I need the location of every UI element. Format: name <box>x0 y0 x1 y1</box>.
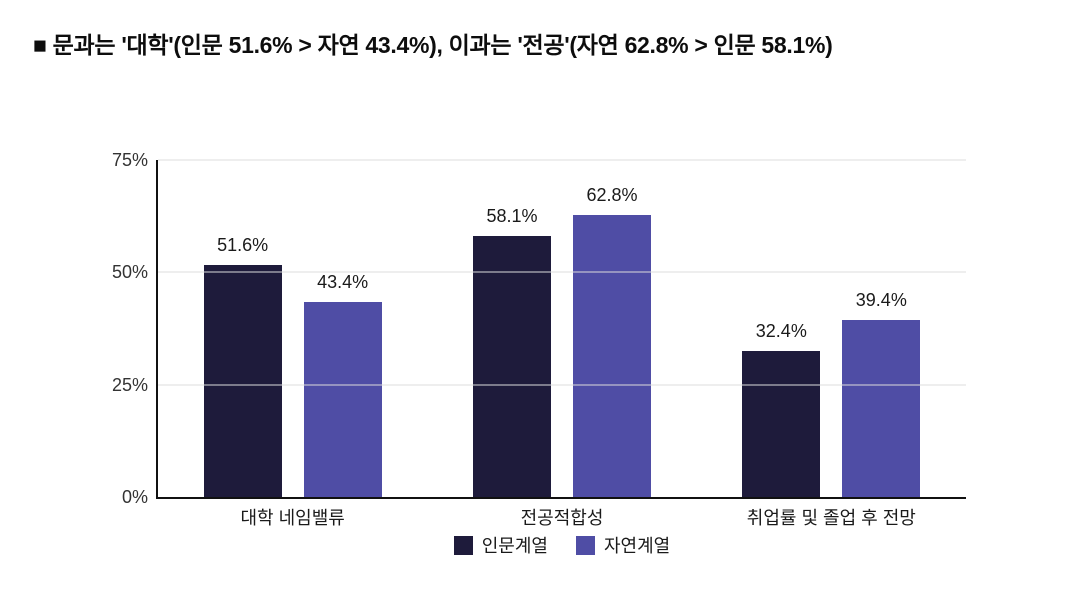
bar-value-label: 58.1% <box>486 205 538 226</box>
bar-series-2: 39.4% <box>842 290 921 497</box>
bar-series-1: 51.6% <box>203 235 282 497</box>
bar-group: 58.1% 62.8% <box>427 160 696 497</box>
x-axis-labels: 대학 네임밸류 전공적합성 취업률 및 졸업 후 전망 <box>158 504 966 530</box>
bar-value-label: 32.4% <box>755 321 807 342</box>
page-title: ■ 문과는 '대학'(인문 51.6% > 자연 43.4%), 이과는 '전공… <box>33 32 833 58</box>
legend-label: 인문계열 <box>481 536 548 556</box>
y-axis-tick-label: 25% <box>111 374 148 395</box>
y-axis-tick-label: 75% <box>111 150 148 170</box>
bar-value-label: 62.8% <box>586 184 638 205</box>
legend-label: 자연계열 <box>604 536 671 556</box>
bar-series-1: 32.4% <box>742 321 821 497</box>
legend-swatch <box>576 535 595 555</box>
bar-series-2: 62.8% <box>572 185 651 497</box>
y-axis-tick-label: 50% <box>111 262 148 283</box>
bar-group: 51.6% 43.4% <box>158 160 427 497</box>
y-axis: 0% 25% 50% 75% <box>70 151 148 506</box>
x-axis-label: 대학 네임밸류 <box>240 508 345 528</box>
legend: 인문계열 자연계열 <box>158 532 966 558</box>
gridline <box>158 159 966 161</box>
bar-value-label: 43.4% <box>317 272 369 292</box>
y-axis-tick-label: 0% <box>121 487 148 507</box>
bar-groups: 51.6% 43.4% 58.1% 62.8% 32.4% 39.4% <box>158 160 966 497</box>
bar-group: 32.4% 39.4% <box>697 160 966 497</box>
bar-value-label: 51.6% <box>217 235 269 256</box>
x-axis-label: 전공적합성 <box>520 508 604 528</box>
legend-item: 자연계열 <box>576 532 670 558</box>
bar-value-label: 39.4% <box>855 289 907 310</box>
bar-series-2: 43.4% <box>303 272 382 497</box>
gridline <box>158 271 966 273</box>
legend-item: 인문계열 <box>453 532 548 558</box>
legend-swatch <box>453 535 473 555</box>
x-axis-label: 취업률 및 졸업 후 전망 <box>746 508 916 528</box>
gridline <box>158 384 966 386</box>
bar-series-1: 58.1% <box>472 206 551 497</box>
plot-area: 51.6% 43.4% 58.1% 62.8% 32.4% 39.4% <box>156 159 966 499</box>
